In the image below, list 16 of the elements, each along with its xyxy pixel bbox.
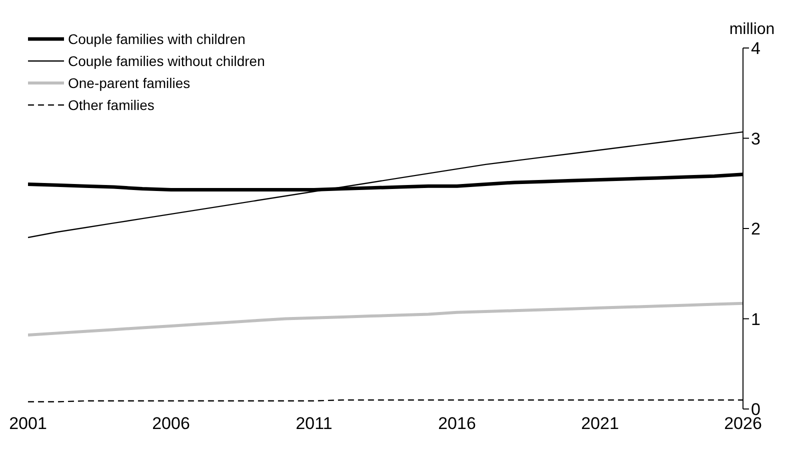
y-tick-label: 1 <box>751 310 760 329</box>
legend-label: One-parent families <box>68 75 190 91</box>
y-tick-label: 4 <box>751 39 760 58</box>
legend-label: Couple families with children <box>68 31 246 47</box>
x-tick-label: 2021 <box>581 414 619 434</box>
x-tick-label: 2016 <box>438 414 476 434</box>
line-series <box>28 302 743 336</box>
x-tick-label: 2026 <box>724 414 762 434</box>
x-tick-label: 2001 <box>9 414 47 434</box>
y-tick-label: 2 <box>751 220 760 239</box>
y-axis-title: million <box>729 21 775 38</box>
x-tick-label: 2011 <box>296 414 332 434</box>
y-tick-label: 3 <box>751 129 760 148</box>
legend-label: Other families <box>68 97 154 113</box>
x-tick-label: 2006 <box>152 414 190 434</box>
legend-label: Couple families without children <box>68 53 265 69</box>
